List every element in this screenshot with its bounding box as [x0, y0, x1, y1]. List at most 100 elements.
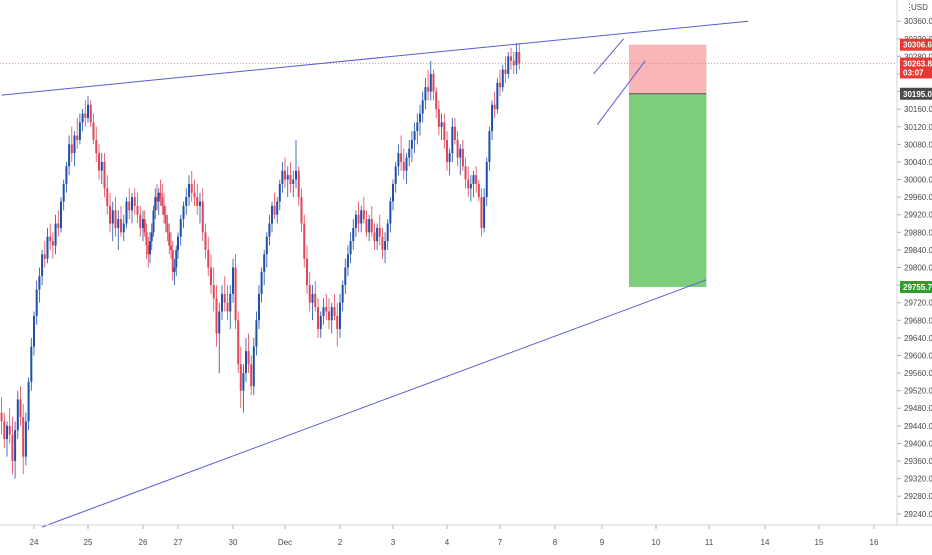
candle: [242, 364, 245, 413]
candle: [87, 95, 89, 123]
wedge-lower-line[interactable]: [596, 60, 646, 125]
y-tick-label: 30040.0: [904, 158, 932, 167]
candle: [328, 298, 330, 330]
take-profit-zone[interactable]: [629, 93, 707, 287]
candle: [300, 188, 303, 233]
candle: [429, 60, 432, 101]
y-tick-label: 29960.0: [904, 193, 932, 202]
candle-body: [247, 351, 250, 365]
candle-body: [467, 179, 470, 189]
price-badge-label: 30263.8: [903, 60, 932, 69]
x-tick-label: 16: [870, 538, 879, 547]
candle: [432, 69, 435, 101]
candle-body: [437, 109, 440, 127]
candle-body: [117, 219, 120, 228]
candle-body: [252, 346, 255, 387]
candle-body: [408, 148, 411, 158]
candle: [46, 227, 49, 264]
candle-body: [424, 87, 427, 101]
candle: [303, 214, 306, 268]
candle-body: [234, 267, 237, 321]
candle: [268, 214, 271, 246]
y-tick-label: 29360.0: [904, 457, 932, 466]
candle: [263, 249, 266, 286]
candle: [515, 43, 518, 74]
candle: [260, 267, 263, 303]
candle-body: [87, 104, 89, 118]
price-badge-background: [900, 66, 932, 79]
candle: [435, 87, 438, 118]
x-tick-label: 27: [174, 538, 183, 547]
candle: [154, 188, 157, 220]
candle-body: [443, 122, 446, 140]
candle-body: [207, 249, 210, 268]
y-tick-label: 29680.0: [904, 316, 932, 325]
candle-body: [190, 183, 193, 193]
candle: [145, 223, 148, 259]
candle-body: [263, 254, 266, 272]
candle-body: [27, 381, 30, 422]
y-tick-label: 29720.0: [904, 299, 932, 308]
upper-channel-line[interactable]: [1, 20, 749, 96]
candle-body: [284, 170, 286, 180]
position-zones: [629, 44, 707, 287]
price-axis[interactable]: USD ⋮ 30360.030320.030280.030240.030200.…: [896, 0, 932, 525]
candle-body: [98, 153, 100, 171]
candle-body: [35, 289, 38, 316]
candle: [472, 170, 475, 198]
candle-body: [8, 425, 11, 435]
candle: [111, 201, 114, 242]
candle: [234, 254, 237, 330]
candle-body: [168, 232, 171, 246]
time-axis[interactable]: 24 25 26 27 30 Dec 2 3 4 7 8 9 10 11 14 15 16: [0, 524, 932, 547]
candle: [336, 302, 339, 347]
candle: [286, 166, 289, 198]
candle: [24, 412, 27, 466]
candle: [70, 126, 73, 162]
y-tick-label: 29280.0: [904, 492, 932, 501]
candle-body: [109, 205, 111, 224]
candle: [378, 214, 381, 246]
candle-body: [128, 201, 131, 211]
candle-body: [60, 201, 62, 228]
lower-channel-line[interactable]: [41, 279, 707, 528]
candle-body: [136, 205, 139, 215]
candle-body: [384, 241, 387, 250]
candle: [281, 161, 284, 193]
candle: [344, 258, 347, 294]
price-badge: 29755.7: [900, 280, 932, 293]
candle: [488, 126, 491, 171]
candle-body: [185, 197, 188, 206]
candle: [204, 223, 207, 259]
candle-body: [330, 307, 333, 321]
candle: [437, 100, 440, 136]
candle: [448, 148, 451, 176]
candle: [485, 157, 488, 206]
candle-body: [14, 430, 17, 462]
candle-body: [255, 320, 258, 347]
candle: [325, 293, 328, 321]
candles: [0, 43, 521, 479]
stop-loss-zone[interactable]: [629, 44, 707, 94]
candle: [6, 421, 8, 457]
candle: [161, 183, 164, 215]
candle: [139, 205, 142, 237]
x-tick-label: 15: [815, 538, 824, 547]
candle-body: [250, 364, 253, 387]
candle-body: [226, 302, 229, 312]
candle-body: [11, 434, 14, 462]
candle-body: [507, 56, 510, 74]
y-tick-label: 30080.0: [904, 140, 932, 149]
candle: [89, 100, 92, 127]
axis-menu-icon[interactable]: ⋮: [905, 2, 914, 12]
candle: [341, 280, 344, 312]
candle-body: [120, 219, 122, 233]
candle-body: [68, 144, 71, 167]
candle-body: [156, 197, 158, 202]
candle-body: [512, 60, 515, 66]
candle: [311, 285, 314, 321]
wedge-upper-line[interactable]: [593, 38, 624, 75]
candle-body: [341, 285, 344, 303]
